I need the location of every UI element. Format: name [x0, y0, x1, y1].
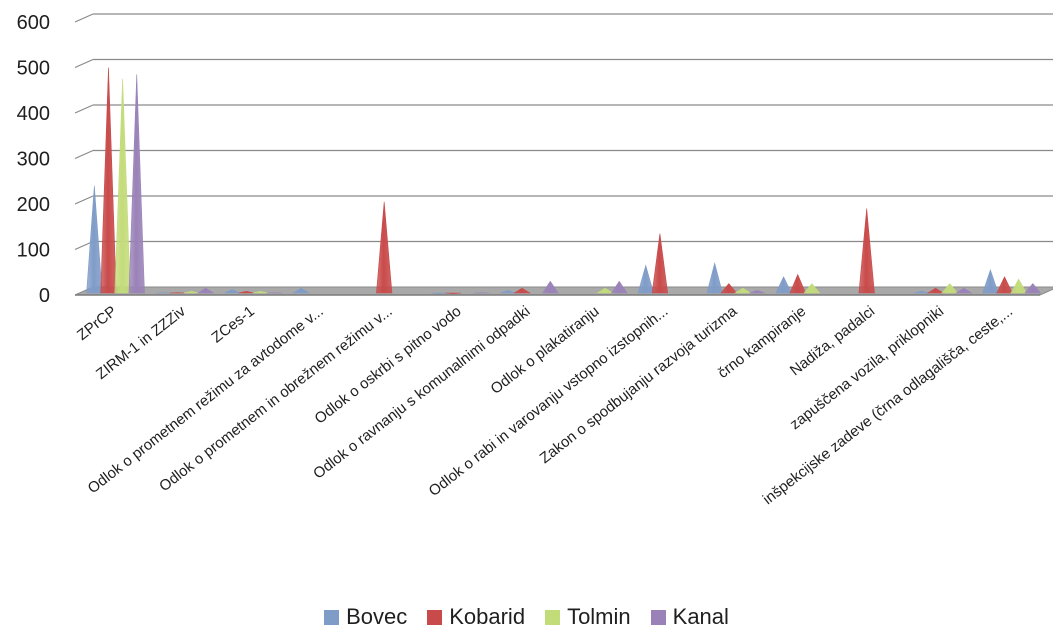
- cone-kobarid-9: [720, 283, 738, 294]
- x-tick-label: ZCes-1: [209, 303, 258, 347]
- cone-kobarid-12: [926, 287, 945, 294]
- cone-bovec-5: [431, 292, 447, 294]
- gridline-depth: [74, 149, 94, 160]
- cone-bovec-13: [982, 269, 999, 294]
- y-tick-label: 0: [39, 285, 50, 307]
- cone-bovec-9: [706, 261, 723, 294]
- cone-tolmin-1: [183, 291, 200, 294]
- legend-label: Kobarid: [449, 604, 526, 629]
- x-tick-label: ZPrCP: [74, 303, 120, 344]
- cone-tolmin-0: [114, 78, 131, 294]
- data-marks: [86, 67, 1042, 294]
- cone-kobarid-0: [100, 67, 117, 294]
- y-tick-label: 200: [17, 194, 50, 216]
- cone-kobarid-8: [651, 233, 669, 294]
- legend-item-kobarid: Kobarid: [427, 604, 525, 630]
- legend-swatch: [324, 609, 340, 625]
- y-axis: 0 100 200 300 400 500 600: [17, 12, 50, 307]
- y-tick-label: 500: [17, 58, 50, 80]
- legend-swatch: [545, 609, 561, 625]
- cone-kobarid-4: [376, 201, 393, 294]
- cone-bovec-2: [224, 289, 241, 294]
- y-tick-label: 100: [17, 240, 50, 262]
- legend-label: Tolmin: [567, 604, 631, 629]
- legend-label: Kanal: [672, 604, 729, 629]
- cone-kobarid-13: [996, 276, 1013, 294]
- cone-kanal-13: [1024, 283, 1042, 294]
- legend-item-tolmin: Tolmin: [545, 604, 631, 630]
- cone-bovec-8: [637, 264, 654, 294]
- x-tick-label: inšpekcijske zadeve (črna odlagališča, c…: [760, 303, 1016, 508]
- cone-kobarid-11: [858, 208, 875, 294]
- cone-kanal-6: [541, 280, 559, 294]
- legend-item-bovec: Bovec: [324, 604, 407, 630]
- cone-kanal-9: [749, 290, 765, 294]
- legend: Bovec Kobarid Tolmin Kanal: [0, 604, 1053, 630]
- floor-plane: [74, 286, 1053, 296]
- gridline-depth: [74, 195, 94, 205]
- gridlines: [74, 13, 1053, 251]
- chart-floor: [74, 286, 1053, 296]
- cone-tolmin-2: [252, 291, 269, 294]
- cone-kobarid-10: [789, 273, 806, 294]
- cone-bovec-3: [292, 287, 310, 294]
- cone-tolmin-12: [941, 283, 959, 294]
- y-tick-label: 400: [17, 103, 50, 125]
- x-tick-label: Odlok o rabi in varovanju vstopno izstop…: [426, 303, 672, 500]
- legend-item-kanal: Kanal: [650, 604, 729, 630]
- cone-tolmin-9: [734, 287, 752, 294]
- cone-tolmin-10: [803, 283, 821, 294]
- x-tick-label: Odlok o prometnem režimu za avtodome v..…: [85, 303, 327, 497]
- cone-tolmin-13: [1010, 278, 1027, 294]
- cone-kobarid-6: [513, 287, 531, 294]
- cone-kobarid-2: [238, 291, 255, 294]
- cone-kanal-7: [610, 280, 628, 294]
- gridline-depth: [74, 58, 94, 69]
- cone-bovec-10: [775, 276, 792, 294]
- legend-swatch: [650, 609, 666, 625]
- cone-bovec-6: [500, 290, 516, 294]
- legend-swatch: [427, 609, 443, 625]
- cone-bovec-0: [86, 185, 103, 294]
- cone-bovec-12: [913, 291, 930, 294]
- y-tick-label: 600: [17, 12, 50, 34]
- gridline-depth: [74, 13, 94, 23]
- gridline-depth: [74, 104, 94, 114]
- y-tick-label: 300: [17, 149, 50, 171]
- cone-kanal-1: [196, 287, 215, 294]
- cone-kanal-12: [955, 287, 973, 294]
- cone-tolmin-7: [596, 287, 614, 294]
- cone-kanal-0: [128, 74, 145, 294]
- cone-kobarid-5: [445, 292, 461, 294]
- legend-label: Bovec: [346, 604, 408, 629]
